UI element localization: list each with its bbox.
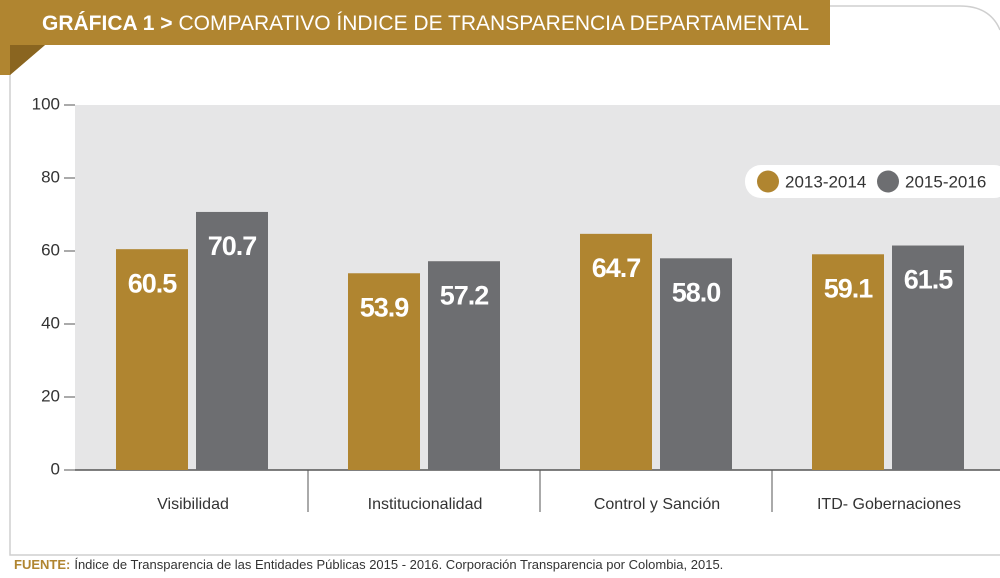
legend-box — [745, 165, 1000, 198]
bar — [116, 249, 188, 470]
frame — [9, 60, 1000, 556]
y-tick-label: 20 — [41, 386, 60, 405]
value-label: 61.5 — [904, 265, 954, 295]
value-label: 57.2 — [440, 280, 489, 310]
value-label: 64.7 — [592, 253, 641, 283]
source-label: FUENTE: — [14, 557, 70, 572]
value-label: 58.0 — [672, 277, 721, 307]
banner-fold — [10, 45, 45, 75]
x-tick-label: Control y Sanción — [594, 496, 720, 513]
legend-swatch — [877, 170, 899, 193]
bar — [812, 254, 884, 470]
title-prefix: GRÁFICA 1 > — [42, 12, 173, 35]
x-tick-label: Visibilidad — [157, 496, 229, 513]
source-text: Índice de Transparencia de las Entidades… — [74, 557, 723, 572]
y-tick-label: 40 — [41, 313, 60, 332]
frame-top — [830, 5, 1000, 31]
bar — [428, 261, 500, 470]
source: FUENTE: Índice de Transparencia de las En… — [14, 557, 723, 572]
x-tick-label: Institucionalidad — [368, 496, 483, 513]
bar — [348, 273, 420, 470]
value-label: 60.5 — [128, 268, 178, 298]
value-label: 53.9 — [360, 292, 410, 322]
legend-label: 2013-2014 — [785, 172, 866, 191]
legend-swatch — [757, 170, 779, 193]
y-tick-label: 80 — [41, 167, 60, 186]
value-label: 70.7 — [208, 231, 257, 261]
x-tick-label: ITD- Gobernaciones — [817, 496, 961, 513]
bar — [196, 211, 268, 470]
y-tick-label: 0 — [51, 459, 60, 478]
y-tick-label: 60 — [41, 240, 60, 259]
bar — [580, 233, 652, 470]
title-banner — [0, 0, 830, 75]
bar — [892, 245, 964, 470]
value-label: 59.1 — [824, 273, 874, 303]
chart-title: GRÁFICA 1 > COMPARATIVO ÍNDICE DE TRANSPA… — [42, 12, 809, 35]
y-tick-label: 100 — [32, 94, 60, 113]
bar — [660, 258, 732, 470]
title-text: COMPARATIVO ÍNDICE DE TRANSPARENCIA DEPA… — [179, 12, 810, 35]
legend-label: 2015-2016 — [905, 172, 986, 191]
